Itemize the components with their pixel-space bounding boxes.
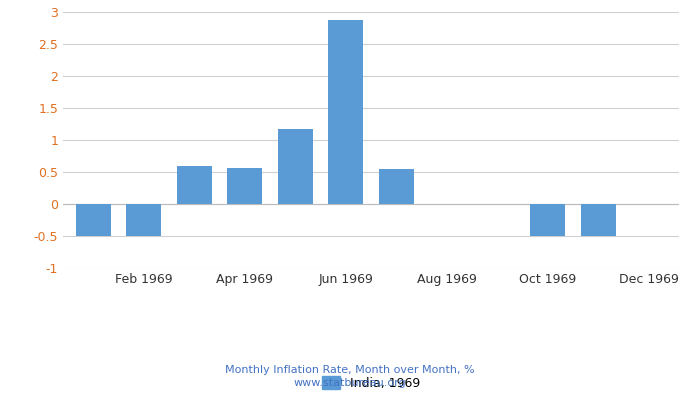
Bar (278, 129, 313, 204)
Text: Monthly Inflation Rate, Month over Month, %: Monthly Inflation Rate, Month over Month… (225, 365, 475, 375)
Bar (530, 204, 566, 236)
Bar (328, 20, 363, 204)
Bar (379, 169, 414, 204)
Bar (176, 166, 212, 204)
Bar (227, 168, 262, 204)
Bar (76, 204, 111, 236)
Bar (126, 204, 162, 236)
Bar (580, 204, 616, 236)
Text: www.statbureau.org: www.statbureau.org (294, 378, 406, 388)
Legend: India, 1969: India, 1969 (316, 371, 426, 395)
